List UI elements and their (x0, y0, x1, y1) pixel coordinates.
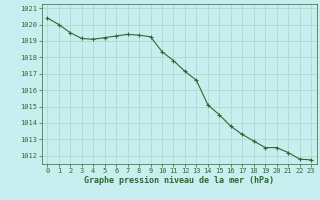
X-axis label: Graphe pression niveau de la mer (hPa): Graphe pression niveau de la mer (hPa) (84, 176, 274, 185)
